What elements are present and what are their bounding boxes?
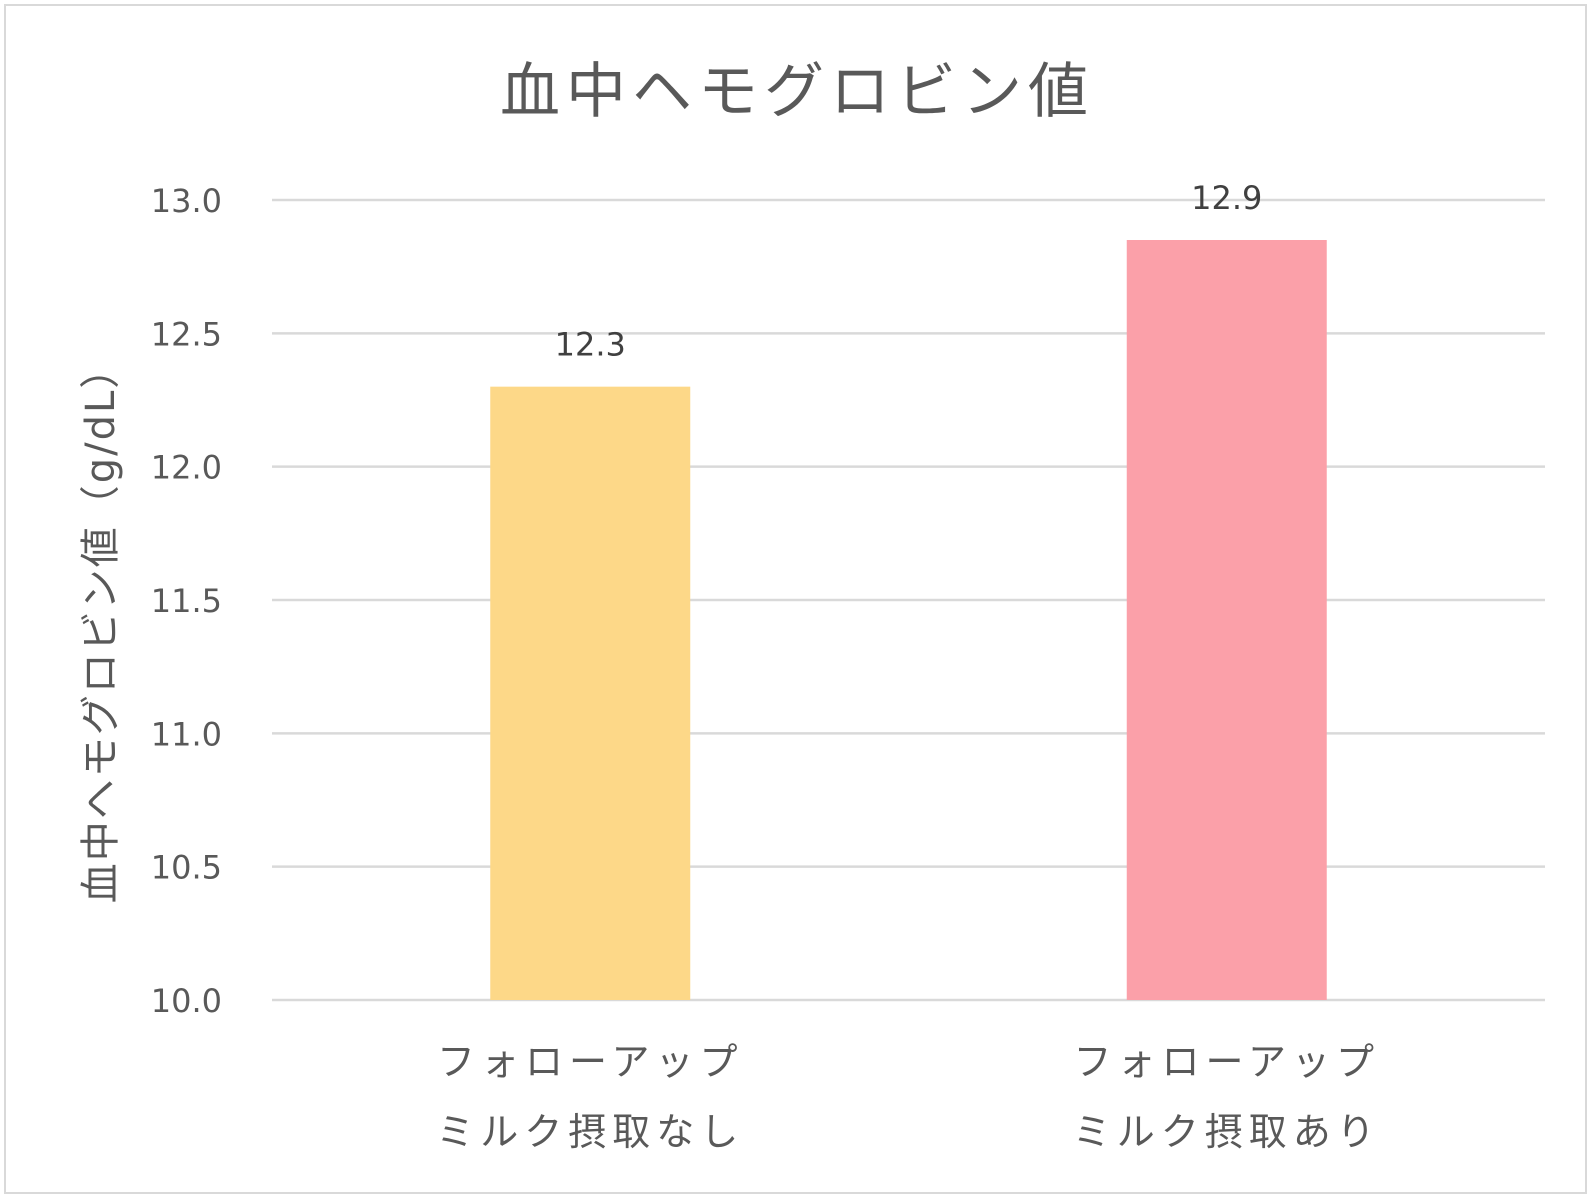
y-axis-label: 血中ヘモグロビン値（g/dL） bbox=[78, 347, 124, 904]
data-label: 12.3 bbox=[555, 326, 626, 364]
x-category-label: フォローアップ bbox=[437, 1040, 743, 1084]
gridlines bbox=[272, 200, 1545, 1000]
x-category-label: ミルク摂取なし bbox=[436, 1110, 744, 1154]
bar-1 bbox=[490, 387, 690, 1000]
y-tick-label: 12.5 bbox=[151, 315, 222, 353]
y-tick-label: 10.5 bbox=[151, 849, 222, 887]
y-axis-ticks: 10.0 10.5 11.0 11.5 12.0 12.5 13.0 bbox=[151, 182, 222, 1020]
data-label: 12.9 bbox=[1191, 179, 1262, 217]
y-tick-label: 13.0 bbox=[151, 182, 222, 220]
y-tick-label: 12.0 bbox=[151, 449, 222, 487]
chart-title: 血中ヘモグロビン値 bbox=[500, 57, 1094, 127]
y-tick-label: 10.0 bbox=[151, 982, 222, 1020]
x-category-label: ミルク摂取あり bbox=[1073, 1110, 1381, 1154]
y-tick-label: 11.5 bbox=[151, 582, 222, 620]
bar-2 bbox=[1127, 240, 1327, 1000]
x-category-label: フォローアップ bbox=[1074, 1040, 1380, 1084]
y-tick-label: 11.0 bbox=[151, 715, 222, 753]
